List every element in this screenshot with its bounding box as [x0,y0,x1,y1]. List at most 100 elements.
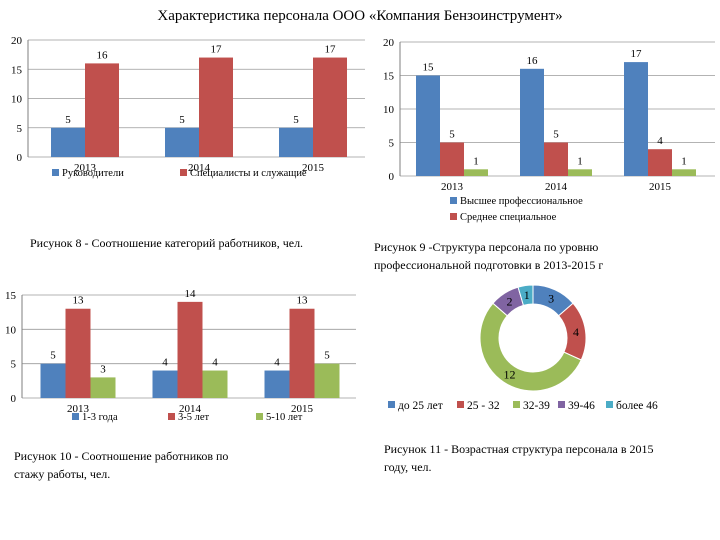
data-label: 17 [211,44,223,56]
y-tick-label: 5 [17,123,23,135]
legend-swatch [450,213,457,220]
x-tick-label: 2015 [291,403,314,415]
data-label: 5 [179,114,185,126]
data-label: 4 [212,357,218,369]
legend-swatch [256,413,263,420]
slice-label: 12 [503,368,515,382]
x-tick-label: 2015 [302,162,325,174]
y-tick-label: 5 [389,138,395,150]
data-label: 1 [577,155,583,167]
y-tick-label: 0 [17,152,23,164]
data-label: 4 [162,357,168,369]
data-label: 16 [527,55,539,67]
y-tick-label: 15 [11,64,23,76]
caption-figure-10: Рисунок 10 - Соотношение работников по с… [14,447,228,483]
y-tick-label: 10 [383,104,395,116]
x-tick-label: 2013 [74,162,97,174]
legend-label: Среднее специальное [460,212,557,223]
donut-slice [517,284,534,306]
x-tick-label: 2013 [441,181,464,193]
chart-staff-categories: 0 5 10 15 20 5 16 2013 5 17 2014 5 17 2015 Руководител… [11,35,365,179]
legend-label: Специалисты и служащие [190,168,307,179]
legend-label: более 46 [616,400,658,412]
data-label: 4 [274,357,280,369]
data-label: 15 [423,62,435,74]
bar [672,169,696,176]
y-tick-label: 15 [383,71,395,83]
data-label: 17 [325,44,337,56]
legend-swatch [450,197,457,204]
bar [313,57,347,157]
y-tick-label: 10 [11,94,23,106]
caption-figure-10-line2: стажу работы, чел. [14,467,111,481]
legend-label: Высшее профессиональное [460,196,583,207]
caption-figure-9: Рисунок 9 -Структура персонала по уровню… [374,238,714,274]
caption-figure-9-line1: Рисунок 9 -Структура персонала по уровню [374,240,599,254]
data-label: 17 [631,48,643,60]
data-label: 5 [553,129,559,141]
legend-swatch [72,413,79,420]
legend-label: 39-46 [568,400,595,412]
legend-swatch [513,401,520,408]
bar [177,301,203,398]
caption-figure-11: Рисунок 11 - Возрастная структура персон… [384,440,654,476]
data-label: 5 [449,129,455,141]
bar [440,142,464,176]
bar [648,149,672,176]
bar [314,363,340,398]
bar [464,169,488,176]
slice-label: 4 [573,325,579,339]
bar [416,75,440,176]
legend-label: Руководители [62,168,124,179]
bar [568,169,592,176]
data-label: 16 [97,49,109,61]
data-label: 14 [185,288,197,300]
legend-swatch [558,401,565,408]
bar [65,308,91,398]
slice-label: 2 [506,294,512,308]
y-tick-label: 15 [5,290,17,302]
x-tick-label: 2014 [188,162,211,174]
caption-figure-11-line2: году, чел. [384,460,432,474]
bar [289,308,315,398]
bar [202,370,228,398]
legend-swatch [168,413,175,420]
data-label: 5 [65,114,71,126]
y-tick-label: 10 [5,324,17,336]
y-tick-label: 5 [11,359,17,371]
legend-swatch [388,401,395,408]
data-label: 4 [657,135,663,147]
bar [90,377,116,398]
y-tick-label: 0 [11,393,17,405]
page-title: Характеристика персонала ООО «Компания Б… [157,8,563,24]
legend-label: 5-10 лет [266,412,303,423]
legend-label: до 25 лет [398,400,443,412]
y-tick-label: 20 [11,35,23,47]
legend-swatch [606,401,613,408]
legend-label: 3-5 лет [178,412,210,423]
bar [624,62,648,176]
x-tick-label: 2014 [179,403,202,415]
bar [264,370,290,398]
bar [199,57,233,157]
y-tick-label: 20 [383,37,395,49]
bar [152,370,178,398]
bar [544,142,568,176]
y-tick-label: 0 [389,171,395,183]
x-tick-label: 2014 [545,181,568,193]
data-label: 1 [473,155,479,167]
bar [85,63,119,157]
bar [165,127,199,157]
data-label: 5 [293,114,299,126]
donut-slice [479,302,582,392]
chart-age-structure: 3 4 12 2 1 до 25 лет 25 - 32 32-39 39-46 более 46 [388,284,658,412]
data-label: 3 [100,363,106,375]
bar [51,127,85,157]
legend-swatch [180,169,187,176]
legend-label: 25 - 32 [467,400,500,412]
x-tick-label: 2013 [67,403,90,415]
slice-label: 1 [524,288,530,302]
caption-figure-10-line1: Рисунок 10 - Соотношение работников по [14,449,229,463]
